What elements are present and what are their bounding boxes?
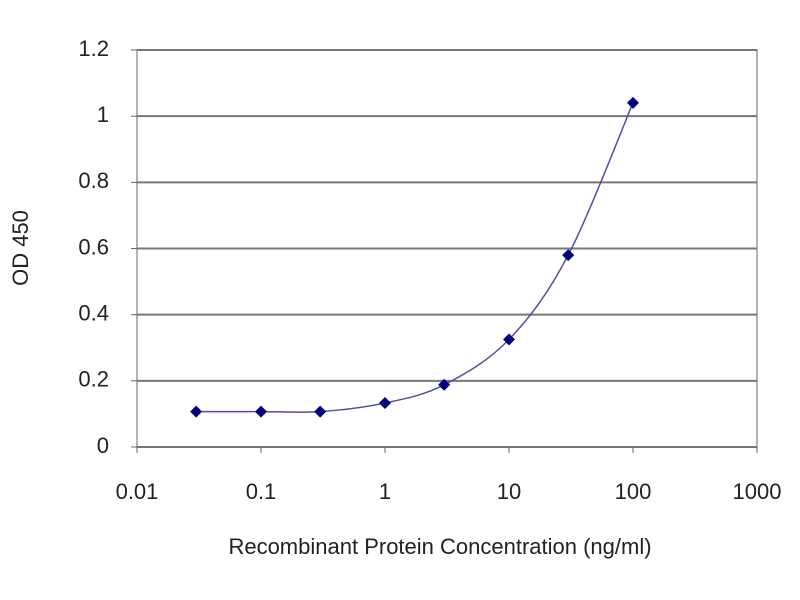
x-tick-label: 1000 [733, 479, 782, 504]
point [627, 96, 639, 109]
y-tick-label: 0.6 [78, 234, 109, 259]
point [503, 333, 515, 346]
point [255, 405, 267, 418]
y-tick-label: 0.2 [78, 367, 109, 392]
y-tick-label: 0.4 [78, 300, 109, 325]
y-tick-label: 1 [97, 102, 109, 127]
x-tick-label: 10 [497, 479, 521, 504]
point [190, 405, 203, 418]
point [379, 396, 391, 409]
y-tick-label: 0.8 [78, 168, 109, 193]
point [438, 378, 451, 391]
y-tick-label: 0 [97, 433, 109, 458]
x-tick-label: 1 [379, 479, 391, 504]
x-axis-label: Recombinant Protein Concentration (ng/ml… [228, 534, 651, 559]
x-tick-label: 0.01 [116, 479, 159, 504]
x-tick-label: 100 [615, 479, 652, 504]
y-tick-label: 1.2 [78, 36, 109, 61]
point [314, 405, 327, 418]
x-tick-label: 0.1 [246, 479, 277, 504]
y-axis-label: OD 450 [8, 210, 33, 286]
point [562, 249, 575, 262]
